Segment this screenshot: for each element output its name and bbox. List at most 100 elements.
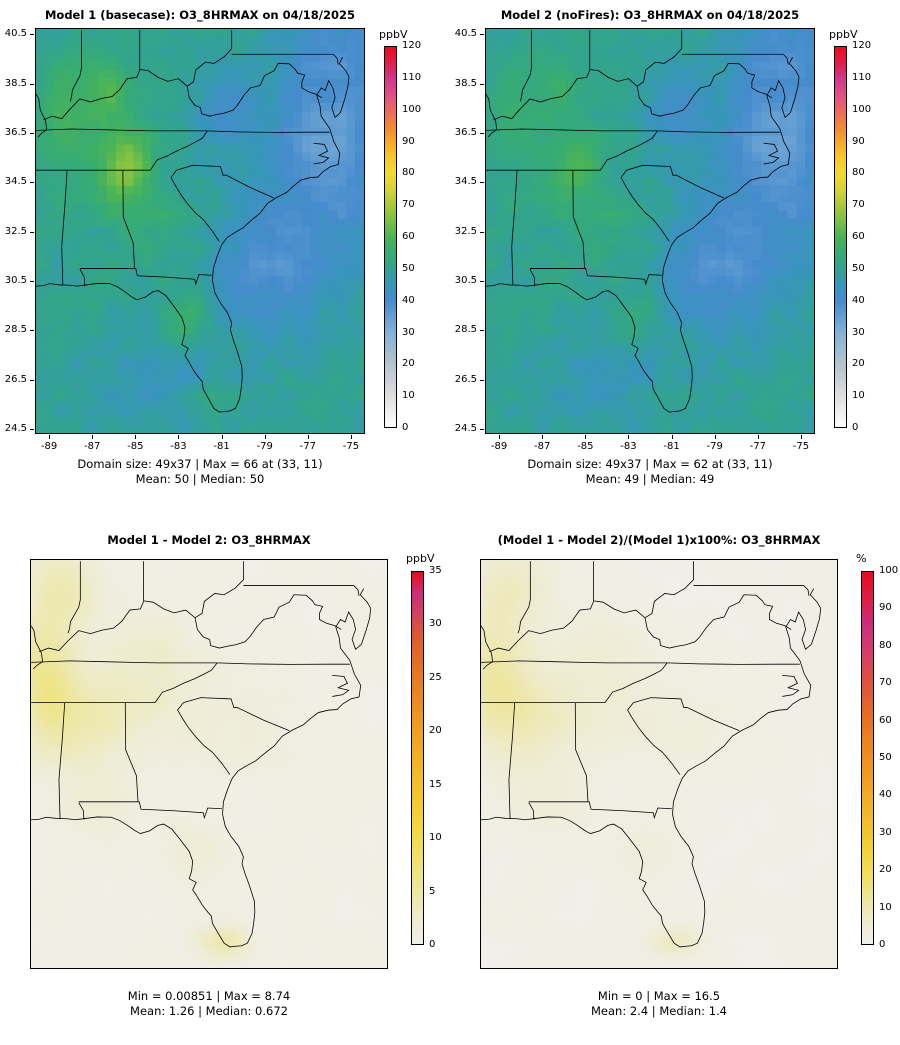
boundary-line: [78, 801, 222, 820]
boundary-line: [782, 674, 800, 697]
colorbar-tick-label: 0: [879, 939, 886, 950]
colorbar-tick-label: 60: [852, 231, 865, 242]
boundary-line: [170, 169, 220, 242]
x-axis-tick: [92, 435, 94, 439]
boundary-line: [31, 625, 42, 654]
colorbar-tick-label: 0: [402, 422, 409, 433]
colorbar-units-label: ppbV: [829, 28, 858, 41]
colorbar-tick-label: 80: [879, 639, 892, 651]
x-axis-tick: [135, 435, 137, 439]
colorbar-tick-label: 10: [879, 901, 892, 913]
boundary-line: [486, 93, 496, 122]
colorbar-tick-label: 40: [852, 294, 865, 306]
colorbar-tick-label: 30: [402, 326, 415, 338]
boundary-line: [517, 561, 531, 634]
y-axis-tick: [480, 132, 484, 134]
colorbar-tick-label: 10: [429, 832, 442, 844]
colorbar-units-label: ppbV: [406, 552, 435, 565]
colorbar-tick-label: 90: [852, 135, 865, 147]
panel-title: Model 1 (basecase): O3_8HRMAX on 04/18/2…: [44, 8, 356, 22]
colorbar-tick-label: 50: [852, 262, 865, 274]
colorbar-tick-label: 40: [402, 294, 415, 306]
panel-title: (Model 1 - Model 2)/(Model 1)x100%: O3_8…: [497, 533, 821, 547]
boundary-line: [332, 674, 350, 697]
x-axis-tick-label: -83: [170, 441, 187, 452]
colorbar-tick-label: 60: [879, 714, 892, 726]
boundary-line: [124, 702, 139, 802]
y-axis-tick-label: 32.5: [454, 225, 477, 237]
boundary-line: [627, 702, 681, 775]
y-axis-tick: [480, 280, 484, 282]
colorbar-tick-label: 35: [429, 565, 442, 576]
x-axis-tick: [800, 435, 802, 439]
x-axis-tick: [350, 435, 352, 439]
boundary-line: [149, 130, 208, 171]
boundary-line: [313, 142, 330, 165]
boundary-line: [61, 170, 68, 286]
boundary-line: [508, 702, 516, 819]
x-axis-tick-label: -75: [792, 441, 810, 452]
boundary-line: [519, 30, 532, 102]
colorbar-tick-label: 30: [879, 826, 892, 838]
y-axis-tick: [30, 379, 34, 381]
boundary-line: [31, 588, 372, 948]
colorbar-tick-label: 20: [879, 864, 892, 876]
heatmap-canvas: [481, 560, 837, 968]
x-axis-tick-label: -85: [127, 441, 144, 452]
y-axis-tick: [30, 83, 34, 85]
y-axis-tick-label: 34.5: [454, 176, 477, 188]
boundary-line: [67, 561, 81, 634]
colorbar-tick-label: 10: [852, 390, 865, 402]
boundary-line: [803, 585, 810, 596]
panel-title: Model 1 - Model 2: O3_8HRMAX: [107, 533, 311, 547]
stats-line-2: Mean: 49 | Median: 49: [585, 471, 715, 486]
x-axis-tick: [178, 435, 180, 439]
stats-line-1: Domain size: 49x37 | Max = 62 at (33, 11…: [527, 457, 773, 471]
y-axis-tick-label: 38.5: [454, 77, 477, 89]
x-axis-tick-label: -87: [83, 441, 101, 452]
boundary-line: [486, 57, 800, 413]
boundary-line: [620, 169, 670, 242]
x-axis-tick-label: -81: [663, 441, 680, 452]
colorbar-units-label: ppbV: [379, 28, 408, 41]
y-axis-tick-label: 38.5: [4, 77, 27, 89]
boundary-line: [511, 170, 518, 286]
colorbar-tick-label: 110: [852, 71, 872, 83]
boundary-line: [79, 268, 212, 286]
stats-line-1: Min = 0.00851 | Max = 8.74: [127, 989, 291, 1003]
x-axis-tick: [264, 435, 266, 439]
map-plot: [30, 559, 388, 969]
y-axis-tick-label: 40.5: [4, 28, 27, 40]
panel-stats: Min = 0 | Max = 16.5 Mean: 2.4 | Median:…: [459, 989, 859, 1019]
boundary-line: [574, 702, 589, 802]
y-axis-tick-label: 36.5: [4, 126, 27, 138]
boundary-line: [31, 660, 350, 665]
state-boundaries-overlay: [31, 561, 372, 948]
heatmap-canvas: [486, 29, 814, 433]
y-axis-tick-label: 24.5: [4, 423, 27, 435]
y-axis-tick-label: 26.5: [454, 373, 477, 385]
boundary-line: [486, 128, 780, 133]
boundary-line: [58, 702, 66, 819]
state-boundaries-overlay: [36, 30, 350, 413]
y-axis-tick: [30, 280, 34, 282]
colorbar-tick-label: 120: [852, 40, 872, 51]
x-axis-tick-label: -85: [577, 441, 594, 452]
y-axis-tick: [30, 132, 34, 134]
boundary-line: [194, 594, 307, 649]
map-plot: [35, 28, 365, 434]
boundary-line: [755, 594, 792, 630]
boundary-line: [43, 30, 233, 121]
heatmap-canvas: [36, 29, 364, 433]
panel-title: Model 2 (noFires): O3_8HRMAX on 04/18/20…: [500, 8, 800, 22]
colorbar-tick-label: 70: [879, 677, 892, 689]
panel-stats: Domain size: 49x37 | Max = 66 at (33, 11…: [0, 457, 400, 487]
boundary-line: [783, 54, 789, 65]
colorbar-tick-label: 40: [879, 789, 892, 801]
x-axis-tick: [628, 435, 630, 439]
x-axis-tick: [671, 435, 673, 439]
stats-line-1: Min = 0 | Max = 16.5: [597, 989, 721, 1003]
colorbar-tick-label: 100: [879, 565, 899, 576]
boundary-line: [528, 802, 535, 820]
